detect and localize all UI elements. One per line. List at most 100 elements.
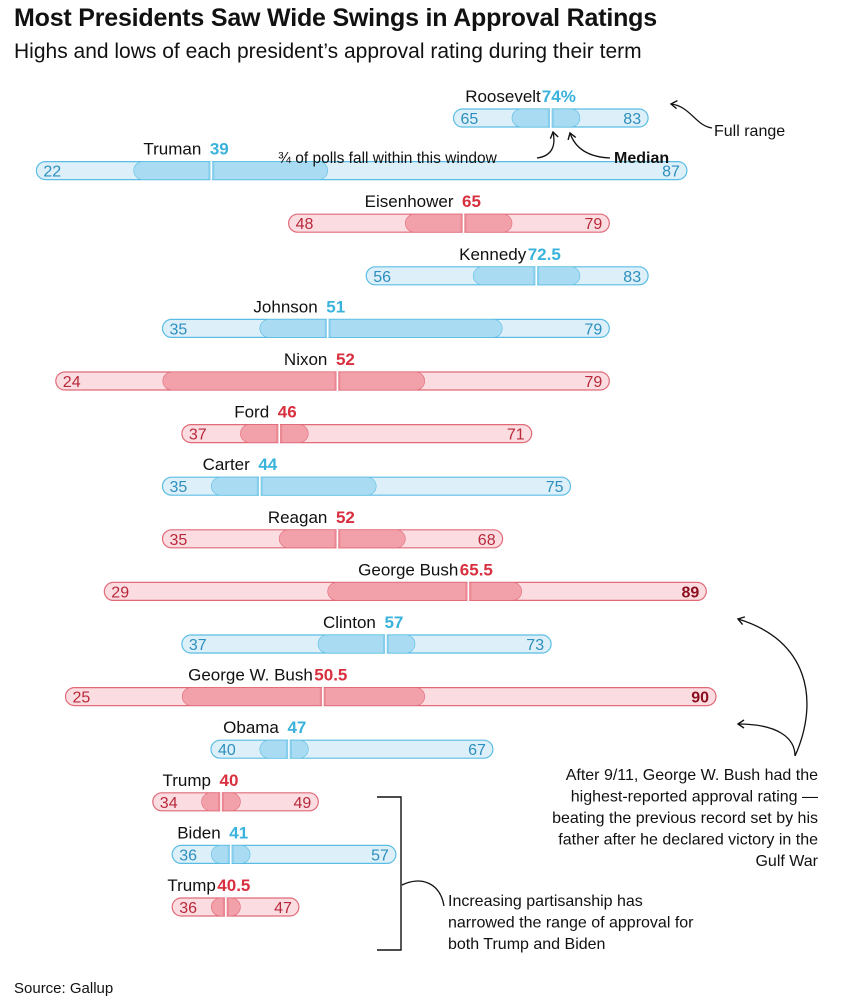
full-range-bar bbox=[181, 424, 533, 444]
max-value-label: 57 bbox=[371, 847, 389, 864]
president-row: 37 71 Ford 46 bbox=[181, 403, 533, 445]
full-range-arrow bbox=[669, 100, 713, 129]
max-value-label: 75 bbox=[546, 479, 564, 496]
bush-record-note-line: highest-reported approval rating — bbox=[571, 789, 818, 806]
max-value-label: 49 bbox=[294, 795, 312, 812]
president-row: 40 67 Obama 47 bbox=[210, 718, 494, 761]
partisanship-note: Increasing partisanship has narrowed the … bbox=[448, 893, 694, 953]
full-range-bar bbox=[171, 844, 397, 865]
median-value-label: 39 bbox=[210, 140, 229, 159]
president-row: 37 73 Clinton 57 bbox=[181, 613, 552, 655]
quartile-window-bar bbox=[278, 529, 406, 549]
president-name: George W. Bush bbox=[188, 666, 313, 685]
president-name: Obama bbox=[223, 718, 279, 737]
bush-record-note: After 9/11, George W. Bush had the highes… bbox=[552, 767, 819, 870]
president-row: 29 89 George Bush 65.5 bbox=[103, 560, 707, 603]
quartile-window-bar bbox=[133, 161, 328, 180]
president-name: Clinton bbox=[323, 613, 376, 632]
min-value-label: 29 bbox=[111, 584, 129, 601]
president-name: Reagan bbox=[268, 508, 328, 527]
president-row: 48 79 Eisenhower 65 bbox=[288, 192, 610, 235]
president-name: Nixon bbox=[284, 350, 327, 369]
president-name: Carter bbox=[203, 455, 251, 474]
median-note: Median bbox=[614, 150, 669, 167]
president-name: George Bush bbox=[358, 560, 458, 579]
max-value-label: 67 bbox=[468, 742, 486, 759]
median-value-label: 51 bbox=[326, 297, 345, 316]
president-name: Kennedy bbox=[459, 245, 527, 264]
median-value-label: 41 bbox=[229, 823, 248, 842]
min-value-label: 34 bbox=[160, 795, 178, 812]
partisanship-note-line: both Trump and Biden bbox=[448, 936, 605, 953]
median-value-label: 46 bbox=[278, 403, 297, 422]
quartile-window-bar bbox=[472, 266, 581, 286]
max-value-label: 79 bbox=[585, 216, 603, 233]
median-value-label: 44 bbox=[258, 455, 277, 474]
president-row: 24 79 Nixon 52 bbox=[55, 350, 610, 392]
min-value-label: 35 bbox=[170, 321, 188, 338]
min-value-label: 25 bbox=[73, 690, 91, 707]
quartile-window-bar bbox=[240, 424, 309, 443]
quartile-window-bar bbox=[317, 634, 416, 654]
max-value-label: 83 bbox=[623, 111, 641, 128]
quartile-window-note: ¾ of polls fall within this window bbox=[278, 150, 498, 167]
bush-record-note-line: Gulf War bbox=[755, 853, 818, 870]
partisanship-note-line: Increasing partisanship has bbox=[448, 893, 643, 910]
quartile-window-arrow bbox=[536, 130, 559, 159]
median-value-label: 65.5 bbox=[460, 560, 493, 579]
president-name: Biden bbox=[177, 823, 220, 842]
quartile-window-bar bbox=[181, 687, 425, 706]
president-row: 34 49 Trump 40 bbox=[152, 771, 319, 813]
median-value-label: 40.5 bbox=[217, 876, 250, 895]
full-range-bar bbox=[210, 739, 494, 759]
president-row: 56 83 Kennedy 72.5 bbox=[365, 245, 649, 287]
president-row: 35 75 Carter 44 bbox=[161, 455, 572, 498]
quartile-window-bar bbox=[259, 319, 503, 338]
min-value-label: 36 bbox=[179, 900, 197, 917]
max-value-label: 83 bbox=[623, 269, 641, 286]
max-value-label: 47 bbox=[274, 900, 292, 917]
chart-subtitle: Highs and lows of each president’s appro… bbox=[14, 40, 642, 63]
median-value-label: 40 bbox=[220, 771, 239, 790]
president-name: Truman bbox=[143, 140, 201, 159]
partisanship-connector bbox=[401, 880, 445, 907]
median-value-label: 57 bbox=[384, 613, 403, 632]
president-name: Johnson bbox=[253, 297, 317, 316]
median-arrow bbox=[567, 131, 611, 159]
min-value-label: 48 bbox=[296, 216, 314, 233]
quartile-window-bar bbox=[404, 213, 513, 233]
president-name: Trump bbox=[163, 771, 212, 790]
president-row: 65 83 Roosevelt 74% bbox=[452, 87, 649, 129]
president-name: Eisenhower bbox=[365, 192, 454, 211]
max-value-label: 89 bbox=[682, 584, 700, 601]
min-value-label: 24 bbox=[63, 374, 81, 391]
quartile-window-bar bbox=[327, 582, 523, 601]
full-range-note: Full range bbox=[714, 123, 785, 140]
max-value-label: 68 bbox=[478, 532, 496, 549]
president-row: 25 90 George W. Bush 50.5 bbox=[64, 666, 717, 708]
partisanship-bracket bbox=[377, 796, 402, 951]
median-value-label: 47 bbox=[287, 718, 306, 737]
bush-record-arrow-bottom bbox=[736, 719, 796, 757]
min-value-label: 22 bbox=[43, 164, 61, 181]
median-value-label: 65 bbox=[462, 192, 481, 211]
president-row: 35 79 Johnson 51 bbox=[161, 297, 610, 340]
min-value-label: 36 bbox=[179, 847, 197, 864]
min-value-label: 37 bbox=[189, 637, 207, 654]
min-value-label: 65 bbox=[461, 111, 479, 128]
president-name: Ford bbox=[234, 403, 269, 422]
median-value-label: 50.5 bbox=[314, 666, 347, 685]
min-value-label: 35 bbox=[170, 532, 188, 549]
bush-record-arrow-top bbox=[736, 616, 808, 757]
min-value-label: 35 bbox=[170, 479, 188, 496]
median-value-label: 52 bbox=[336, 508, 355, 527]
max-value-label: 90 bbox=[691, 690, 709, 707]
chart-title: Most Presidents Saw Wide Swings in Appro… bbox=[14, 4, 657, 32]
bush-record-note-line: father after he declared victory in the bbox=[558, 832, 818, 849]
partisanship-note-line: narrowed the range of approval for bbox=[448, 915, 694, 932]
max-value-label: 71 bbox=[507, 427, 525, 444]
max-value-label: 73 bbox=[526, 637, 544, 654]
quartile-window-bar bbox=[259, 739, 309, 759]
min-value-label: 56 bbox=[373, 269, 391, 286]
